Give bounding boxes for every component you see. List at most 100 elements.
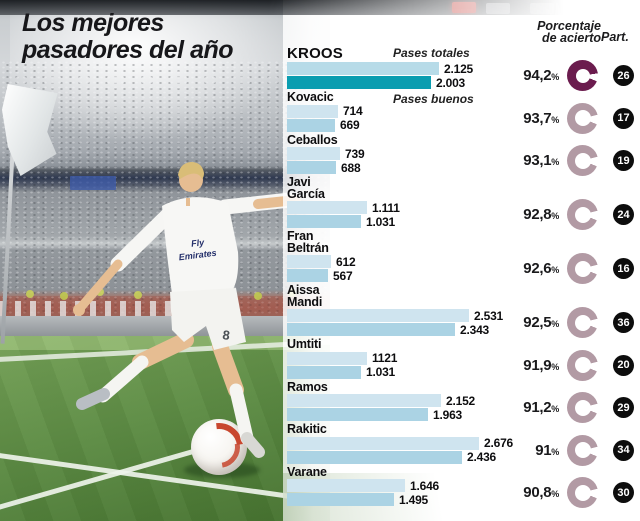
- participations-badge: 16: [613, 258, 634, 279]
- totales-bar: [287, 62, 439, 75]
- accuracy-number: 92,6: [523, 260, 552, 277]
- accuracy-donut: [567, 392, 601, 423]
- donut-hole: [574, 399, 591, 416]
- buenos-bar: [287, 408, 428, 421]
- accuracy-number: 91,9: [523, 356, 552, 374]
- player-name-line: Ramos: [287, 379, 634, 394]
- bar-row-buenos: 2.343: [287, 323, 515, 337]
- player-name: Aissa Mandi: [287, 284, 634, 308]
- player-name-text: Umtiti: [287, 337, 322, 351]
- player-name-text: Ceballos: [287, 132, 338, 147]
- player-name-text: Javi: [287, 175, 311, 189]
- bar-row-totales: 1.646: [287, 479, 515, 493]
- accuracy-number: 91,2: [523, 399, 552, 416]
- player-row: Ceballos 739 688 93,1% 19: [287, 132, 634, 176]
- buenos-bar: [287, 118, 335, 132]
- pass-bars: 2.125 2.003: [287, 61, 515, 90]
- buenos-value-label: 688: [341, 160, 361, 175]
- player-name-line: Rakitic: [287, 422, 634, 436]
- donut-hole: [575, 68, 590, 83]
- player-stats: 1121 1.031 91,9% 20: [287, 349, 634, 381]
- accuracy-donut: [567, 307, 601, 338]
- accuracy-ring-icon: [567, 102, 598, 134]
- bar-row-totales: 612: [287, 255, 515, 269]
- totales-bar: [287, 394, 441, 407]
- accuracy-ring-icon: [567, 60, 598, 91]
- totales-value-label: 739: [345, 146, 365, 161]
- accuracy-value: 92,6%: [515, 260, 567, 277]
- totales-bar: [287, 201, 367, 214]
- player-stats: 2.152 1.963 91,2% 29: [287, 392, 634, 423]
- scoreboard-red-light-icon: [452, 2, 476, 13]
- participations-badge: 17: [613, 107, 634, 129]
- player-name-text: Fran: [287, 229, 314, 243]
- buenos-value-label: 1.031: [366, 214, 396, 229]
- pass-bars: 612 567: [287, 255, 515, 283]
- football-icon: [191, 419, 247, 475]
- accuracy-ring-icon: [567, 145, 598, 176]
- accuracy-number: 92,5: [523, 314, 552, 331]
- player-row: Fran Beltrán 612 567 92,6% 16: [287, 229, 634, 284]
- bar-row-totales: 2.125: [287, 61, 515, 76]
- pass-bars: 2.531 2.343: [287, 309, 515, 337]
- donut-hole: [574, 484, 591, 501]
- bar-row-totales: 2.531: [287, 309, 515, 323]
- totales-bar: [287, 255, 331, 268]
- accuracy-value: 91,2%: [515, 399, 567, 416]
- percent-sign: %: [551, 265, 559, 275]
- buenos-bar: [287, 161, 336, 174]
- buenos-bar: [287, 269, 328, 282]
- buenos-value-label: 567: [333, 268, 353, 283]
- player-name-line: Ceballos: [287, 132, 634, 147]
- participations-badge: 30: [613, 482, 634, 503]
- pass-bars: 714 669: [287, 104, 515, 132]
- accuracy-ring-icon: [567, 199, 598, 230]
- player-stats: 739 688 93,1% 19: [287, 145, 634, 176]
- player-name-line: Kovacic Pases buenos: [287, 90, 634, 106]
- player-name-line: Umtiti: [287, 337, 634, 351]
- donut-hole: [574, 206, 591, 223]
- bar-row-buenos: 1.495: [287, 492, 515, 507]
- stadium-light-flare: [10, 0, 290, 140]
- player-name-text: Rakitic: [287, 422, 327, 436]
- percent-sign: %: [551, 157, 559, 167]
- accuracy-donut: [567, 145, 601, 176]
- buenos-value-label: 1.963: [433, 407, 463, 422]
- player-name: Fran Beltrán: [287, 229, 634, 254]
- percent-sign: %: [551, 489, 559, 499]
- accuracy-donut: [567, 60, 601, 91]
- buenos-value-label: 669: [340, 118, 360, 132]
- participations-badge: 36: [613, 312, 634, 333]
- accuracy-number: 93,1: [523, 152, 552, 169]
- accuracy-number: 92,8: [523, 206, 552, 223]
- bar-row-totales: 1121: [287, 351, 515, 365]
- player-name-text: Kovacic: [287, 90, 334, 104]
- player-name-line: Varane: [287, 466, 634, 479]
- participations-badge: 24: [613, 204, 634, 225]
- buenos-bar: [287, 365, 361, 379]
- player-stats: 1.646 1.495 90,8% 30: [287, 477, 634, 508]
- buenos-bar: [287, 450, 462, 464]
- buenos-bar: [287, 76, 431, 89]
- player-name-text: Ramos: [287, 379, 328, 394]
- buenos-value-label: 1.495: [399, 492, 429, 507]
- svg-text:8: 8: [222, 327, 231, 343]
- series-label-pases-totales: Pases totales: [393, 46, 470, 60]
- accuracy-donut: [567, 102, 601, 134]
- totales-value-label: 2.125: [444, 61, 474, 76]
- bar-row-totales: 739: [287, 146, 515, 161]
- svg-text:Fly: Fly: [191, 237, 206, 249]
- accuracy-donut: [567, 477, 601, 508]
- accuracy-value: 94,2%: [515, 67, 567, 84]
- accuracy-number: 93,7: [523, 109, 552, 127]
- player-row: Rakitic 2.676 2.436 91% 34: [287, 422, 634, 466]
- totales-value-label: 2.676: [484, 436, 514, 450]
- percent-sign: %: [551, 114, 559, 125]
- player-rows: KROOS Pases totales 2.125 2.003 94,2% 26 Kovac…: [287, 46, 634, 508]
- accuracy-value: 90,8%: [515, 484, 567, 501]
- player-name: Rakitic: [287, 422, 634, 436]
- pass-bars: 739 688: [287, 146, 515, 175]
- player-row: Aissa Mandi 2.531 2.343 92,5% 36: [287, 284, 634, 338]
- bar-row-totales: 2.676: [287, 436, 515, 450]
